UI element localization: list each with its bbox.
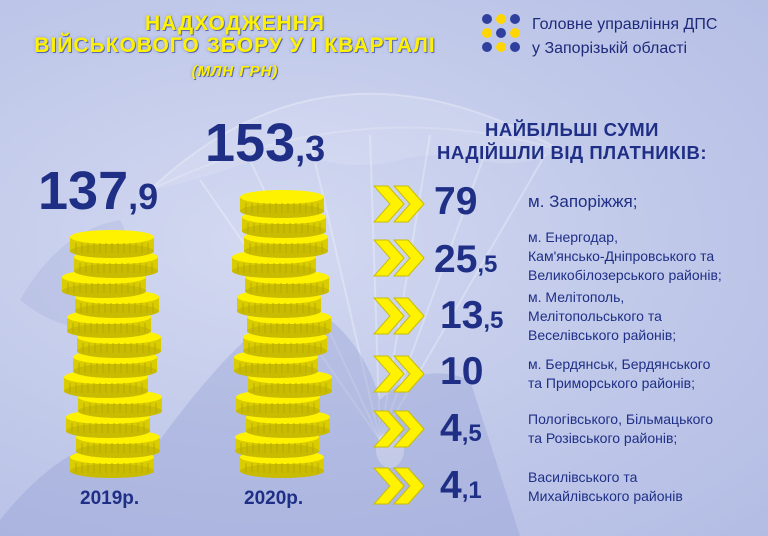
payer-amount-main: 13 <box>440 294 484 337</box>
year-2020: 2020р. <box>244 488 304 509</box>
payer-amount-decimal: ,1 <box>461 477 482 504</box>
coin-stack-2020-icon <box>232 190 332 478</box>
payer-description-line: Великобілозерського районів; <box>528 267 722 283</box>
payer-row: 4,1 Василівського та Михайлівського райо… <box>372 460 768 516</box>
double-chevron-icon <box>372 355 425 393</box>
payer-description-line: Пологівського, Більмацького <box>528 411 714 427</box>
total-2020: 153,3 <box>205 112 325 174</box>
payer-amount: 10 <box>440 350 483 394</box>
payer-description: Василівського та Михайлівського районів <box>528 468 768 506</box>
coin-stack-2019-icon <box>62 230 162 478</box>
total-2019: 137,9 <box>38 160 158 222</box>
payer-amount-main: 4 <box>440 407 462 450</box>
total-2020-decimal: ,3 <box>295 128 326 169</box>
payer-description-line: Кам'янсько-Дніпровського та <box>528 248 715 264</box>
year-2019: 2019р. <box>80 488 140 509</box>
payer-amount-decimal: ,5 <box>483 307 504 334</box>
total-2020-main: 153 <box>205 113 296 173</box>
payer-row: 13,5 м. Мелітополь, Мелітопольського та … <box>372 289 768 348</box>
total-2019-decimal: ,9 <box>128 176 159 217</box>
payer-description-line: м. Бердянськ, Бердянського <box>528 356 711 372</box>
total-2019-main: 137 <box>38 161 129 221</box>
payer-description-line: Веселівського районів; <box>528 327 677 343</box>
payer-amount-main: 25 <box>434 238 478 281</box>
payer-row: 4,5 Пологівського, Більмацького та Розів… <box>372 405 768 461</box>
payers-heading-line-1: НАЙБІЛЬШІ СУМИ <box>485 119 659 140</box>
payer-amount-decimal: ,5 <box>461 420 482 447</box>
payer-description-line: та Розівського районів; <box>528 430 678 446</box>
brand-line-1: Головне управління ДПС <box>532 16 718 33</box>
payer-amount-decimal: ,5 <box>477 251 498 278</box>
payer-amount: 4,1 <box>440 464 482 508</box>
payer-description: м. Запоріжжя; <box>528 192 768 211</box>
payer-description-line: Михайлівського районів <box>528 488 683 504</box>
double-chevron-icon <box>372 239 425 277</box>
payer-description-line: м. Енергодар, <box>528 229 618 245</box>
brand-line-2: у Запорізькій області <box>532 40 688 57</box>
payer-description: м. Енергодар, Кам'янсько-Дніпровського т… <box>528 228 768 285</box>
payer-amount-main: 10 <box>440 350 484 393</box>
payer-amount-main: 4 <box>440 464 462 507</box>
payer-row: 25,5 м. Енергодар, Кам'янсько-Дніпровськ… <box>372 229 768 290</box>
payer-amount: 79 <box>434 180 477 224</box>
title-line-2: ВІЙСЬКОВОГО ЗБОРУ У І КВАРТАЛІ <box>34 34 436 57</box>
double-chevron-icon <box>372 185 425 223</box>
coin <box>240 190 324 218</box>
payer-description: м. Бердянськ, Бердянського та Приморсько… <box>528 355 768 393</box>
payer-row: 79 м. Запоріжжя; <box>372 178 768 234</box>
title-units: (МЛН ГРН) <box>191 63 279 80</box>
double-chevron-icon <box>372 410 425 448</box>
title-line-1: НАДХОДЖЕННЯ <box>145 12 325 35</box>
double-chevron-icon <box>372 297 425 335</box>
payer-row: 10 м. Бердянськ, Бердянського та Приморс… <box>372 350 768 406</box>
payer-description-line: Василівського та <box>528 469 638 485</box>
brand-dots-logo-icon <box>482 14 520 52</box>
coin <box>70 230 154 258</box>
payers-heading-line-2: НАДІЙШЛИ ВІД ПЛАТНИКІВ: <box>437 142 707 163</box>
payer-description-line: Мелітопольського та <box>528 308 662 324</box>
payer-description-line: та Приморського районів; <box>528 375 695 391</box>
payer-amount-main: 79 <box>434 180 478 223</box>
coin <box>76 430 160 458</box>
payer-amount: 13,5 <box>440 294 503 338</box>
payer-description-line: м. Мелітополь, <box>528 289 625 305</box>
payer-amount: 25,5 <box>434 238 497 282</box>
double-chevron-icon <box>372 467 425 505</box>
payer-amount: 4,5 <box>440 407 482 451</box>
payer-description: м. Мелітополь, Мелітопольського та Весел… <box>528 288 768 345</box>
payer-description: Пологівського, Більмацького та Розівсько… <box>528 410 768 448</box>
payer-description-line: м. Запоріжжя; <box>528 192 638 211</box>
